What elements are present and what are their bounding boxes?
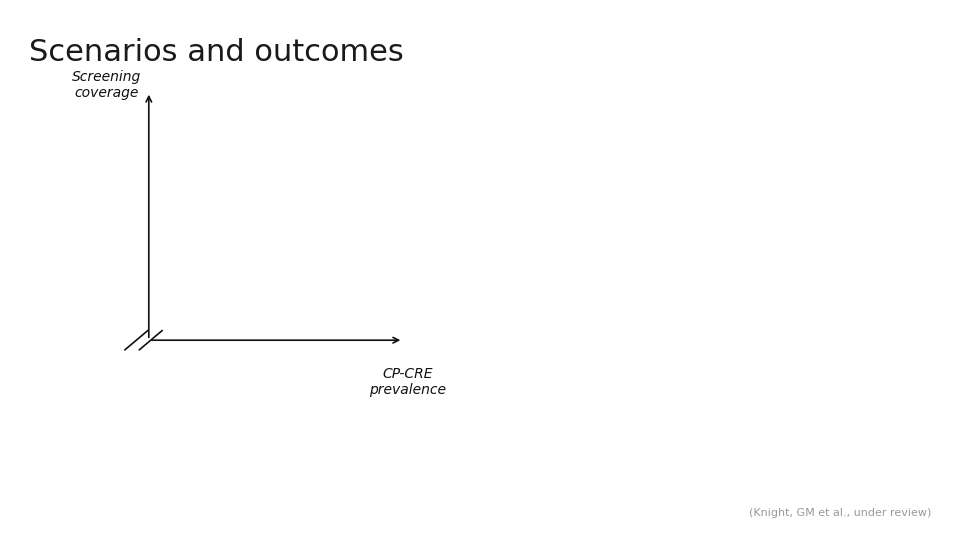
Text: Scenarios and outcomes: Scenarios and outcomes bbox=[29, 38, 403, 67]
Text: Screening
coverage: Screening coverage bbox=[72, 70, 141, 100]
Text: CP-CRE
prevalence: CP-CRE prevalence bbox=[370, 367, 446, 397]
Text: (Knight, GM et al., under review): (Knight, GM et al., under review) bbox=[749, 508, 931, 518]
